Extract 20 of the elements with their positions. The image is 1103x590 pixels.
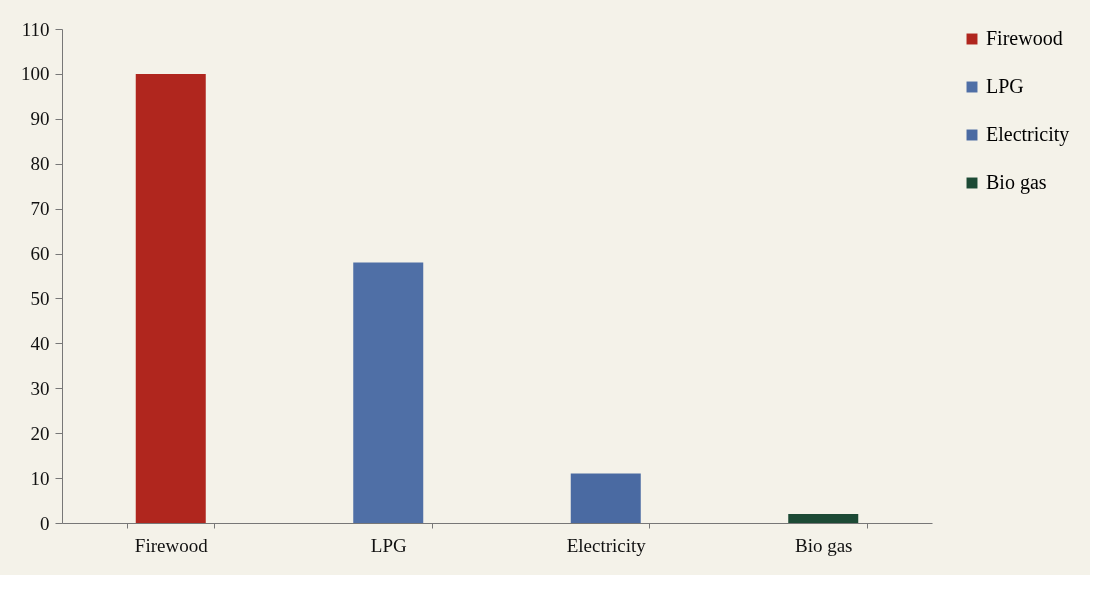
y-tick-label: 60 — [30, 243, 50, 265]
y-tick-label: 80 — [30, 153, 50, 175]
y-tick-label: 40 — [30, 332, 50, 354]
y-tick-label: 20 — [30, 422, 50, 444]
y-tick-label: 100 — [21, 63, 50, 85]
x-tick-label: Bio gas — [794, 534, 853, 556]
y-tick-label: 10 — [30, 467, 50, 489]
legend-label: Bio gas — [986, 171, 1047, 194]
x-tick-label: LPG — [370, 534, 407, 556]
y-tick-label: 70 — [30, 198, 50, 220]
y-tick-label: 110 — [21, 18, 50, 40]
y-tick-label: 50 — [30, 287, 50, 309]
legend-label: LPG — [986, 75, 1024, 97]
x-tick-label: Electricity — [566, 534, 647, 556]
y-tick-label: 0 — [40, 512, 50, 534]
y-tick-label: 90 — [30, 108, 50, 130]
y-tick-label: 30 — [30, 377, 50, 399]
legend-label: Electricity — [986, 123, 1070, 146]
legend-label: Firewood — [986, 27, 1063, 49]
x-tick-label: Firewood — [134, 534, 209, 556]
